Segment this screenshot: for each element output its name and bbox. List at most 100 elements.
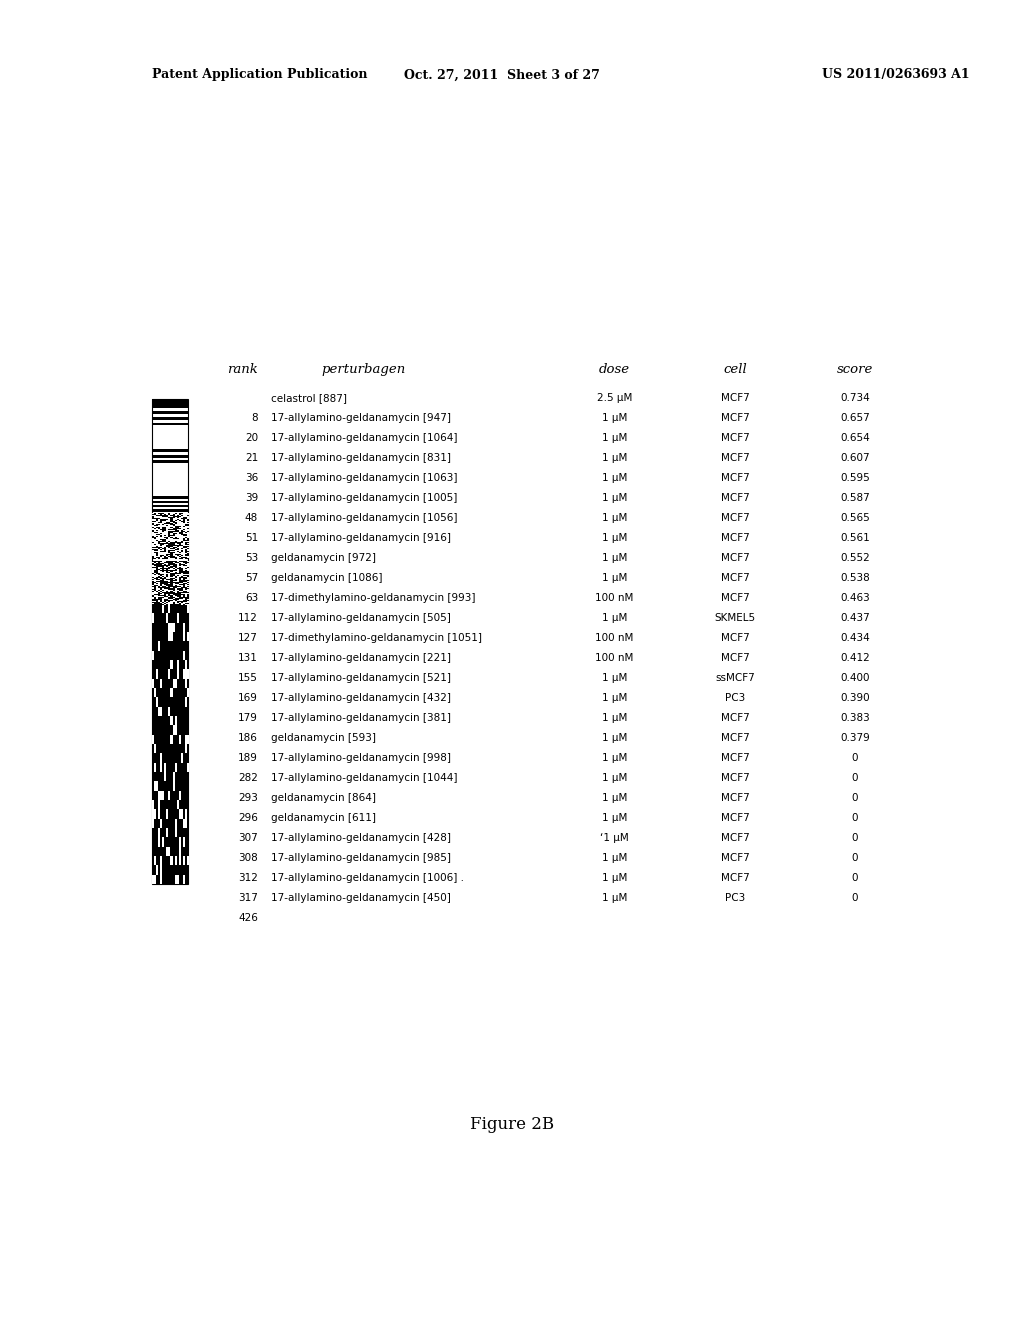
Text: 1 μM: 1 μM (602, 453, 627, 463)
Text: geldanamycin [972]: geldanamycin [972] (271, 553, 377, 562)
Text: 0.587: 0.587 (840, 492, 870, 503)
Text: 0.463: 0.463 (840, 593, 870, 603)
Text: MCF7: MCF7 (721, 653, 750, 663)
Text: MCF7: MCF7 (721, 873, 750, 883)
Text: 0.657: 0.657 (840, 413, 870, 422)
Text: MCF7: MCF7 (721, 513, 750, 523)
Text: 17-allylamino-geldanamycin [998]: 17-allylamino-geldanamycin [998] (271, 752, 452, 763)
Text: 282: 282 (239, 774, 258, 783)
Text: 17-allylamino-geldanamycin [1056]: 17-allylamino-geldanamycin [1056] (271, 513, 458, 523)
Text: 1 μM: 1 μM (602, 873, 627, 883)
Text: 17-allylamino-geldanamycin [521]: 17-allylamino-geldanamycin [521] (271, 673, 452, 682)
Text: 0: 0 (852, 793, 858, 803)
Bar (152, 512, 188, 513)
Text: 17-allylamino-geldanamycin [1063]: 17-allylamino-geldanamycin [1063] (271, 473, 458, 483)
Text: 0.379: 0.379 (840, 733, 870, 743)
Text: 17-allylamino-geldanamycin [428]: 17-allylamino-geldanamycin [428] (271, 833, 452, 843)
Bar (152, 499, 188, 500)
Text: 17-allylamino-geldanamycin [1005]: 17-allylamino-geldanamycin [1005] (271, 492, 458, 503)
Bar (152, 500, 188, 503)
Text: 179: 179 (239, 713, 258, 723)
Text: MCF7: MCF7 (721, 533, 750, 543)
Text: MCF7: MCF7 (721, 553, 750, 562)
Text: 0: 0 (852, 853, 858, 863)
Text: MCF7: MCF7 (721, 393, 750, 403)
Text: 63: 63 (245, 593, 258, 603)
Text: 1 μM: 1 μM (602, 533, 627, 543)
Text: 1 μM: 1 μM (602, 473, 627, 483)
Text: 0: 0 (852, 774, 858, 783)
Text: 296: 296 (239, 813, 258, 822)
Text: MCF7: MCF7 (721, 774, 750, 783)
Text: 155: 155 (239, 673, 258, 682)
Text: 17-dimethylamino-geldanamycin [993]: 17-dimethylamino-geldanamycin [993] (271, 593, 476, 603)
Text: 307: 307 (239, 833, 258, 843)
Text: geldanamycin [593]: geldanamycin [593] (271, 733, 377, 743)
Text: geldanamycin [864]: geldanamycin [864] (271, 793, 377, 803)
Text: 0.434: 0.434 (840, 634, 870, 643)
Text: ‘1 μM: ‘1 μM (600, 833, 629, 843)
Bar (152, 461, 188, 463)
Text: MCF7: MCF7 (721, 713, 750, 723)
Text: 1 μM: 1 μM (602, 413, 627, 422)
Text: 0.538: 0.538 (840, 573, 870, 583)
Text: perturbagen: perturbagen (322, 363, 406, 376)
Text: 0: 0 (852, 892, 858, 903)
Text: 0.437: 0.437 (840, 612, 870, 623)
Text: 1 μM: 1 μM (602, 612, 627, 623)
Text: 317: 317 (239, 892, 258, 903)
Text: cell: cell (723, 363, 748, 376)
Text: 1 μM: 1 μM (602, 553, 627, 562)
Text: 17-allylamino-geldanamycin [831]: 17-allylamino-geldanamycin [831] (271, 453, 452, 463)
Text: 53: 53 (245, 553, 258, 562)
Text: ssMCF7: ssMCF7 (716, 673, 755, 682)
Text: MCF7: MCF7 (721, 593, 750, 603)
Text: 0.400: 0.400 (841, 673, 869, 682)
Bar (152, 463, 188, 496)
Text: 189: 189 (239, 752, 258, 763)
Text: 100 nM: 100 nM (595, 634, 634, 643)
Text: 1 μM: 1 μM (602, 713, 627, 723)
Text: geldanamycin [1086]: geldanamycin [1086] (271, 573, 383, 583)
Text: 0: 0 (852, 833, 858, 843)
Text: 0.552: 0.552 (840, 553, 870, 562)
Text: SKMEL5: SKMEL5 (715, 612, 756, 623)
Text: 0.734: 0.734 (840, 393, 870, 403)
Text: 0.654: 0.654 (840, 433, 870, 444)
Text: 1 μM: 1 μM (602, 813, 627, 822)
Text: 1 μM: 1 μM (602, 693, 627, 704)
Text: 0: 0 (852, 873, 858, 883)
Text: 0: 0 (852, 813, 858, 822)
Text: 186: 186 (239, 733, 258, 743)
Text: score: score (837, 363, 873, 376)
Bar (152, 451, 188, 454)
Bar (152, 507, 188, 510)
Text: 308: 308 (239, 853, 258, 863)
Text: 0.390: 0.390 (841, 693, 869, 704)
Bar (152, 422, 188, 425)
Text: 0.561: 0.561 (840, 533, 870, 543)
Text: 100 nM: 100 nM (595, 653, 634, 663)
Text: 48: 48 (245, 513, 258, 523)
Text: 36: 36 (245, 473, 258, 483)
Text: 0.595: 0.595 (840, 473, 870, 483)
Text: 1 μM: 1 μM (602, 774, 627, 783)
Bar (152, 408, 188, 411)
Text: rank: rank (227, 363, 258, 376)
Text: 17-allylamino-geldanamycin [947]: 17-allylamino-geldanamycin [947] (271, 413, 452, 422)
Text: 17-allylamino-geldanamycin [1044]: 17-allylamino-geldanamycin [1044] (271, 774, 458, 783)
Bar (152, 560, 188, 561)
Text: MCF7: MCF7 (721, 573, 750, 583)
Text: 8: 8 (252, 413, 258, 422)
Bar (152, 510, 188, 512)
Bar (152, 496, 188, 499)
Text: MCF7: MCF7 (721, 793, 750, 803)
Bar (152, 400, 188, 408)
Text: 17-allylamino-geldanamycin [221]: 17-allylamino-geldanamycin [221] (271, 653, 452, 663)
Text: MCF7: MCF7 (721, 453, 750, 463)
Text: 127: 127 (239, 634, 258, 643)
Text: 131: 131 (239, 653, 258, 663)
Text: 1 μM: 1 μM (602, 573, 627, 583)
Bar (152, 506, 188, 507)
Bar (152, 420, 188, 422)
